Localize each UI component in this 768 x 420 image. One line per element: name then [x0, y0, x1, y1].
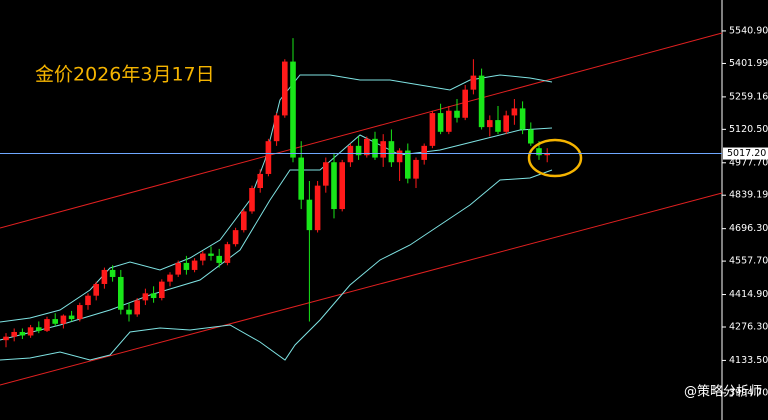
candle-body: [118, 276, 124, 310]
candle-body: [175, 262, 181, 275]
candle-body: [495, 120, 501, 132]
y-tick-label: 4839.19: [729, 190, 768, 201]
y-tick-label: 5401.99: [729, 58, 768, 69]
y-tick-label: 4977.70: [729, 157, 768, 168]
candle-body: [85, 295, 91, 306]
candle-body: [536, 148, 542, 156]
candle-body: [134, 300, 140, 315]
candle-body: [413, 159, 419, 179]
candle-body: [232, 230, 239, 245]
candle-body: [183, 262, 190, 270]
channel-line: [0, 32, 723, 229]
candle-body: [150, 293, 157, 299]
candle-body: [52, 319, 58, 324]
candle-body: [249, 187, 255, 212]
candle-body: [216, 255, 222, 263]
y-tick-label: 4276.30: [729, 321, 768, 332]
y-tick-label: 5259.16: [729, 91, 768, 102]
candle-body: [306, 199, 313, 231]
candle-body: [224, 244, 231, 263]
candle-body: [339, 162, 345, 210]
candle-body: [503, 115, 509, 132]
candle-body: [462, 89, 468, 118]
candle-body: [429, 113, 436, 146]
candle-body: [437, 113, 444, 132]
candle-body: [405, 150, 411, 179]
candle-body: [487, 120, 493, 128]
candle-body: [257, 173, 263, 188]
y-tick-label: 4133.50: [729, 355, 768, 366]
candle-body: [60, 315, 67, 324]
candle-body: [93, 283, 99, 296]
candle-body: [68, 315, 75, 320]
candle-body: [273, 115, 280, 142]
candle-body: [109, 269, 116, 277]
candle-body: [347, 145, 354, 163]
candle-body: [11, 331, 17, 337]
candle-body: [282, 61, 288, 116]
candle-body: [101, 269, 108, 284]
candle-body: [478, 75, 485, 128]
candle-body: [159, 281, 165, 299]
candle-body: [27, 327, 34, 336]
candle-body: [421, 145, 427, 160]
candle-body: [528, 129, 534, 144]
candle-body: [298, 157, 304, 200]
candle-body: [36, 327, 42, 331]
candle-body: [167, 274, 173, 282]
candle-body: [396, 150, 403, 163]
candle-body: [126, 309, 132, 315]
watermark: @策略分析师: [684, 384, 762, 400]
last-price-box: [723, 147, 768, 160]
candle-body: [388, 141, 395, 163]
candle-body: [446, 110, 452, 132]
chart-title: 金价2026年3月17日: [35, 64, 215, 86]
candle-body: [208, 253, 214, 256]
candle-body: [323, 162, 329, 186]
y-tick-label: 4414.90: [729, 289, 768, 300]
candle-body: [519, 108, 526, 130]
candle-body: [355, 145, 362, 156]
last-price-label: 5017.20: [727, 148, 766, 159]
y-tick-label: 4557.70: [729, 256, 768, 267]
channel-line: [0, 192, 723, 386]
candle-body: [314, 185, 321, 231]
candle-body: [44, 319, 50, 331]
upper-band: [0, 74, 553, 323]
candle-body: [331, 162, 337, 210]
candle-body: [380, 141, 386, 158]
candle-body: [142, 293, 149, 301]
y-tick-label: 4696.30: [729, 223, 768, 234]
highlight-ellipse: [527, 138, 583, 178]
candle-body: [454, 110, 460, 118]
candle-body: [77, 305, 83, 320]
y-tick-label: 5540.90: [729, 25, 768, 36]
candle-body: [3, 336, 9, 341]
candle-body: [290, 61, 296, 158]
candle-body: [511, 108, 518, 116]
candle-body: [265, 141, 272, 174]
candle-body: [241, 211, 247, 231]
candles: [3, 38, 550, 348]
candle-body: [544, 153, 550, 156]
candle-body: [191, 260, 198, 270]
candle-body: [19, 331, 26, 336]
candle-body: [470, 75, 477, 90]
y-tick-label: 5120.50: [729, 124, 768, 135]
y-tick-label: 3994.70: [729, 387, 768, 398]
lower-band: [0, 169, 553, 361]
candle-body: [364, 138, 370, 156]
candle-body: [200, 253, 206, 261]
candle-body: [372, 138, 378, 158]
